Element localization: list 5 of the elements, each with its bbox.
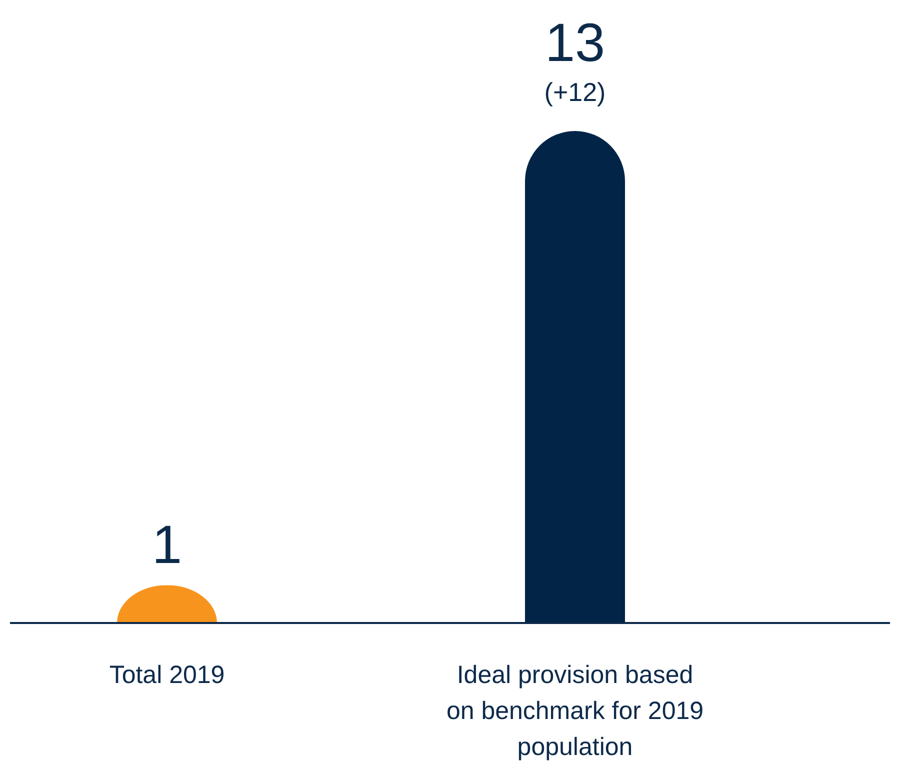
- x-tick-label: Ideal provision based on benchmark for 2019 population: [446, 661, 704, 761]
- x-tick-label: Total 2019: [109, 661, 225, 689]
- data-label: 1: [152, 515, 182, 576]
- data-label: 13: [544, 13, 606, 73]
- annotation: (+12): [544, 77, 606, 107]
